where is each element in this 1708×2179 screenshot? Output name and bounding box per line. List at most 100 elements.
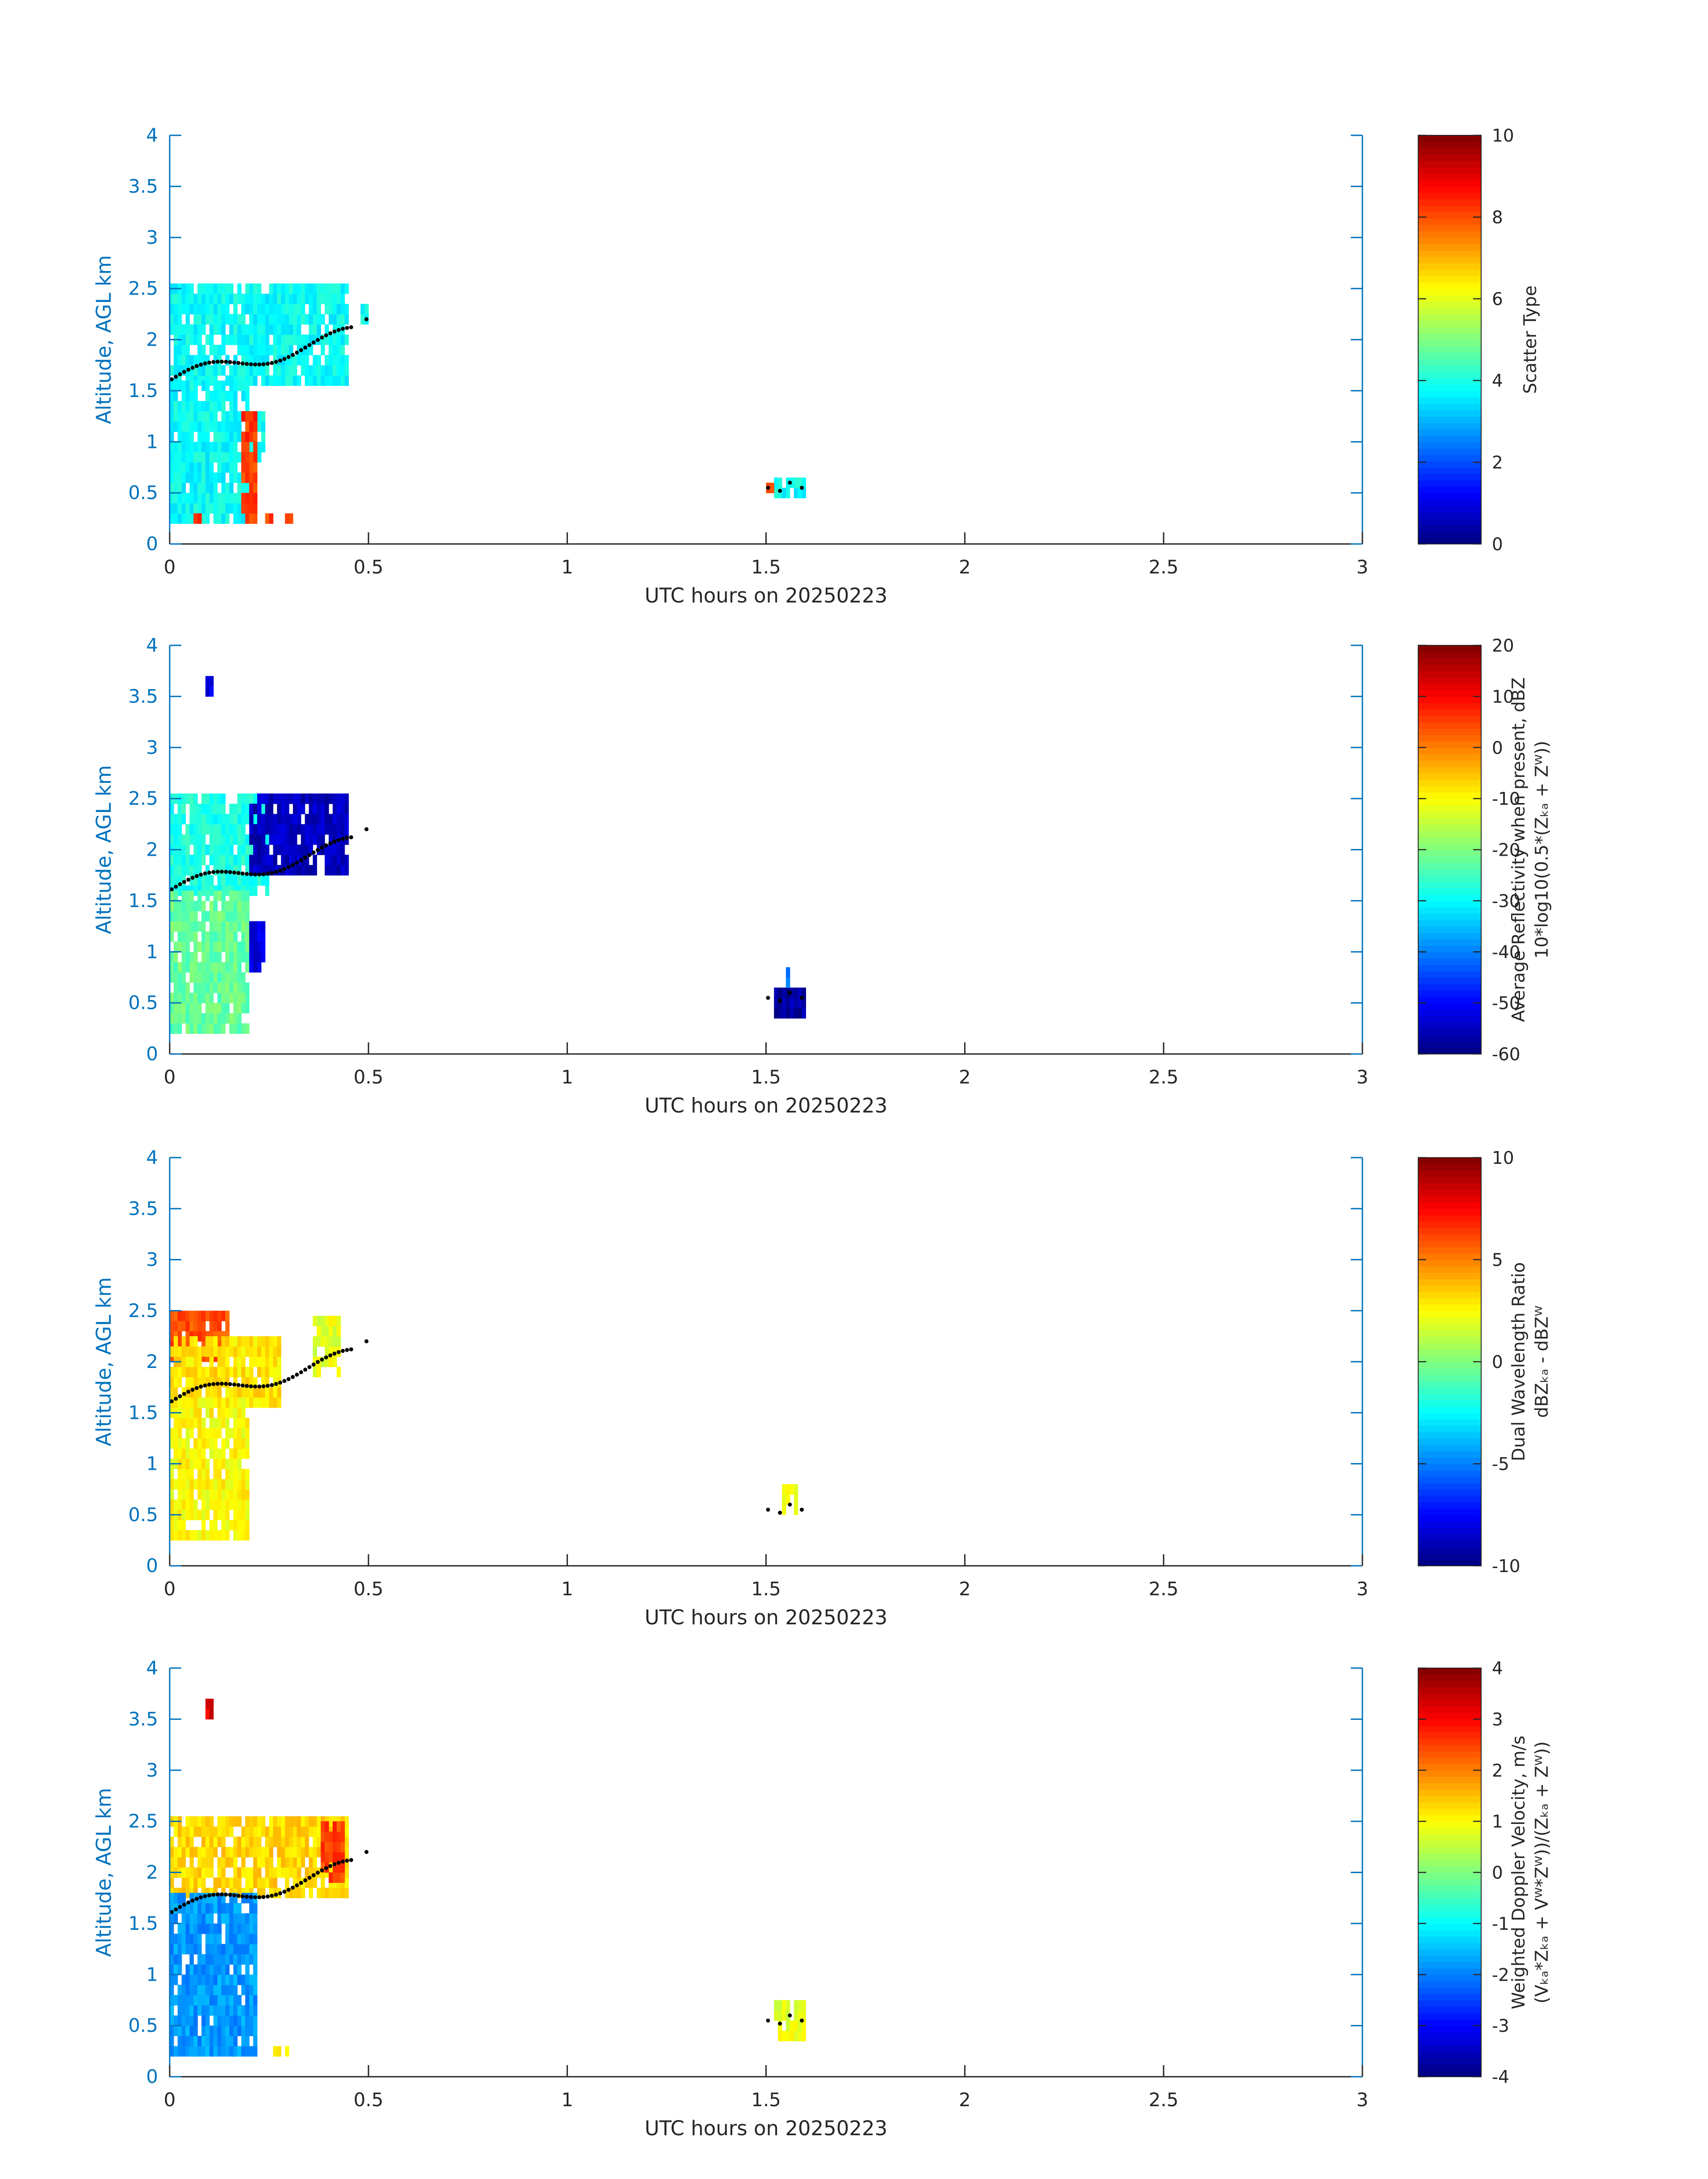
heatmap-cell (177, 1489, 182, 1500)
colorbar-swatch (1418, 983, 1481, 991)
heatmap-cell (325, 865, 329, 876)
heatmap-cell (205, 2015, 210, 2026)
cloud-base-point (224, 360, 228, 364)
heatmap-cell (225, 941, 230, 952)
colorbar-swatch (1418, 907, 1481, 914)
colorbar-label: Dual Wavelength Ratio (1509, 1262, 1529, 1461)
heatmap-cell (782, 1504, 786, 1515)
heatmap-cell (185, 2005, 190, 2016)
heatmap-cell (273, 1816, 277, 1827)
cloud-base-point (190, 1388, 195, 1392)
heatmap-cell (233, 1520, 238, 1531)
heatmap-cell (217, 1013, 222, 1024)
colorbar-swatch (1418, 1164, 1481, 1171)
heatmap-cell (185, 1847, 190, 1857)
heatmap-cell (340, 365, 345, 376)
heatmap-cell (189, 865, 194, 876)
heatmap-cell (317, 365, 321, 376)
heatmap-cell (177, 1418, 182, 1429)
heatmap-cell (209, 1387, 214, 1398)
heatmap-cell (305, 314, 309, 325)
heatmap-cell (313, 824, 317, 835)
colorbar-swatch (1418, 1553, 1481, 1560)
heatmap-cell (205, 1867, 210, 1878)
colorbar-swatch (1418, 722, 1481, 729)
heatmap-cell (249, 1877, 254, 1888)
y-axis-label: Altitude, AGL km (92, 1788, 116, 1957)
heatmap-cell (261, 941, 266, 952)
colorbar-swatch (1418, 237, 1481, 244)
heatmap-cell (241, 1826, 246, 1837)
heatmap-cell (293, 375, 297, 386)
heatmap-cell (241, 900, 246, 912)
heatmap-cell (173, 513, 178, 524)
colorbar-swatch (1418, 1425, 1481, 1432)
heatmap-cell (233, 1489, 238, 1500)
heatmap-cell (333, 1862, 337, 1873)
colorbar-swatch (1418, 977, 1481, 984)
colorbar-swatch (1418, 1923, 1481, 1930)
heatmap-cell (185, 1826, 190, 1837)
heatmap-cell (321, 1877, 325, 1888)
heatmap-cell (209, 2005, 214, 2016)
heatmap-cell (233, 921, 238, 932)
heatmap-cell (189, 962, 194, 973)
cloud-base-point (316, 338, 320, 342)
colorbar-swatch (1418, 1955, 1481, 1962)
heatmap-cell (778, 2020, 782, 2031)
colorbar-swatch (1418, 1495, 1481, 1502)
heatmap-cell (205, 1698, 210, 1710)
heatmap-cell (786, 998, 790, 1008)
heatmap-cell (336, 824, 341, 835)
heatmap-cell (285, 1877, 289, 1888)
cloud-base-point (316, 1870, 320, 1875)
x-tick-label: 2.5 (1148, 556, 1178, 578)
heatmap-cell (329, 1872, 333, 1883)
heatmap-cell (261, 824, 266, 835)
heatmap-cell (189, 401, 194, 412)
heatmap-cell (201, 834, 206, 845)
cloud-base-point (174, 885, 178, 889)
heatmap-cell (253, 1913, 258, 1924)
heatmap-cell (209, 921, 214, 932)
heatmap-cell (309, 1887, 313, 1899)
heatmap-cell (197, 1995, 202, 2006)
cloud-base-point (349, 1347, 353, 1351)
heatmap-cell (221, 1003, 226, 1014)
heatmap-cell (229, 1387, 234, 1398)
heatmap-cell (181, 1459, 186, 1469)
x-axis-label: UTC hours on 20250223 (645, 1094, 888, 1117)
heatmap-cell (170, 814, 174, 824)
cloud-base-point (207, 1382, 212, 1387)
colorbar-swatch (1418, 1751, 1481, 1758)
heatmap-cell (185, 1913, 190, 1924)
heatmap-cell (293, 335, 297, 345)
heatmap-cell (261, 1397, 266, 1408)
heatmap-cell (265, 1877, 270, 1888)
colorbar-swatch (1418, 1725, 1481, 1732)
heatmap-cell (237, 900, 242, 912)
heatmap-cell (185, 793, 190, 804)
heatmap-cell (253, 421, 258, 432)
colorbar-swatch (1418, 1330, 1481, 1337)
y-tick-label: 1 (146, 1963, 158, 1985)
heatmap-cell (193, 865, 198, 876)
heatmap-cell (225, 493, 230, 504)
heatmap-cell (233, 1418, 238, 1429)
heatmap-cell (237, 1903, 242, 1914)
heatmap-cell (181, 1013, 186, 1024)
heatmap-cell (233, 355, 238, 366)
heatmap-cell (233, 911, 238, 922)
heatmap-cell (241, 1520, 246, 1531)
heatmap-cell (333, 1852, 337, 1863)
heatmap-cell (253, 1377, 258, 1388)
heatmap-cell (217, 911, 222, 922)
colorbar-swatch (1418, 1987, 1481, 1994)
heatmap-cell (261, 1816, 266, 1827)
heatmap-cell (233, 1923, 238, 1934)
y-tick-label: 0.5 (128, 482, 158, 504)
heatmap-cell (336, 1326, 341, 1337)
heatmap-cell (786, 1008, 790, 1019)
heatmap-cell (261, 1877, 266, 1888)
